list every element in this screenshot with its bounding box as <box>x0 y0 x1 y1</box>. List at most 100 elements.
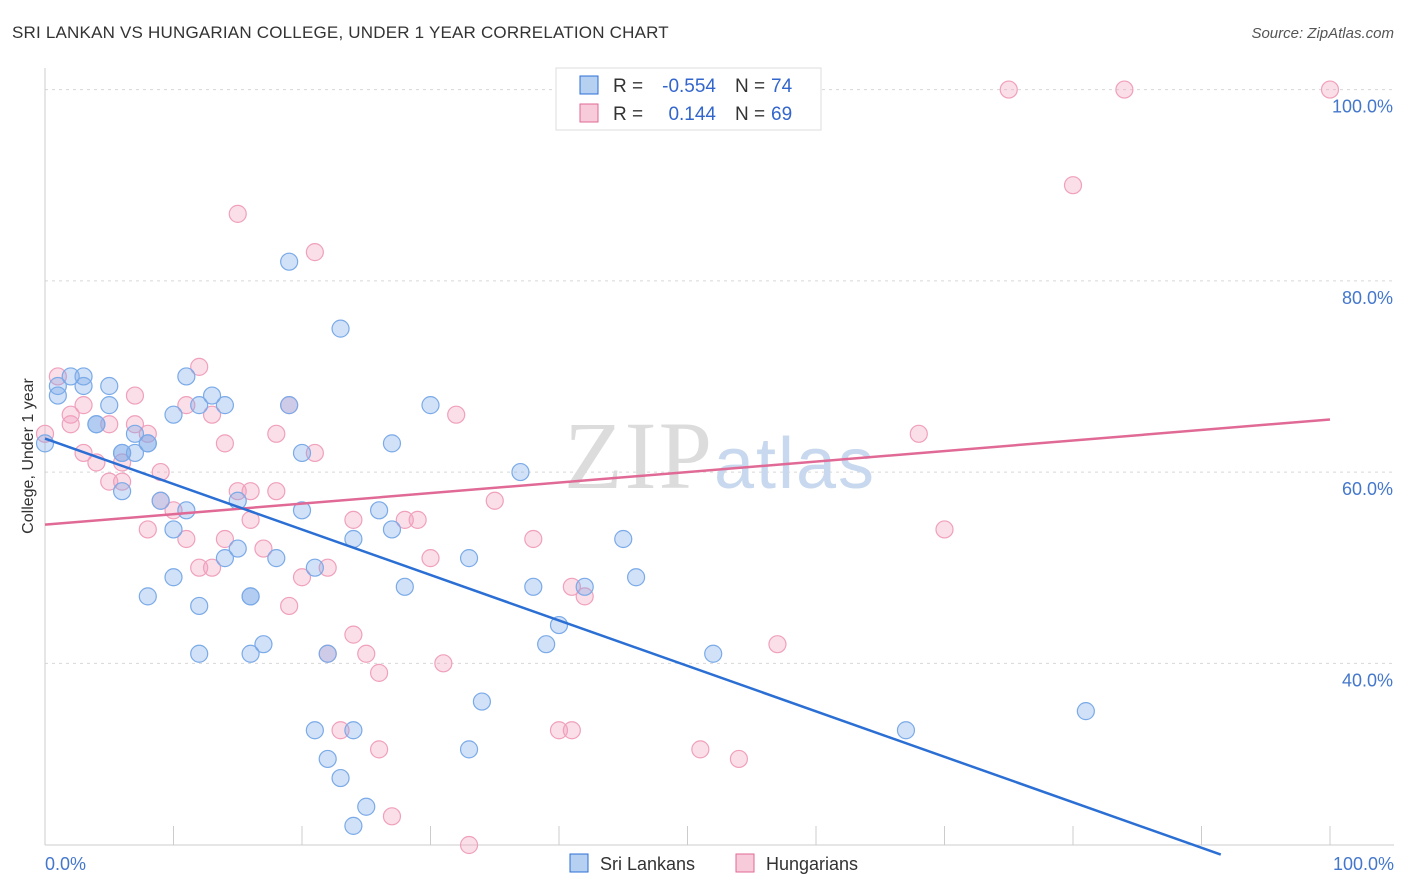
sri-lankans-point-26 <box>190 396 209 415</box>
legend-r-label-hungarians: R = <box>613 104 643 125</box>
y-axis-label: College, Under 1 year <box>20 378 37 534</box>
hungarians-point-62 <box>909 424 928 443</box>
sri-lankans-trend-line <box>44 437 1222 856</box>
x-axis-ticks <box>44 826 1331 845</box>
sri-lankans-point-58 <box>472 692 491 711</box>
hungarians-point-14 <box>138 520 157 539</box>
sri-lankans-point-51 <box>370 501 389 520</box>
legend-r-value-sri-lankans: -0.554 <box>662 76 716 97</box>
hungarians-point-51 <box>447 405 466 424</box>
sri-lankans-point-22 <box>177 501 196 520</box>
legend-frame <box>555 67 822 131</box>
hungarians-point-38 <box>318 558 337 577</box>
hungarians-trend-line <box>44 418 1331 526</box>
sri-lankans-point-2 <box>48 376 67 396</box>
hungarians-point-27 <box>228 204 247 223</box>
hungarians-point-40 <box>331 721 350 740</box>
hungarians-point-43 <box>357 644 376 663</box>
sri-lankans-point-33 <box>241 644 260 663</box>
hungarians-point-3 <box>61 415 80 434</box>
sri-lankans-point-35 <box>254 635 273 654</box>
x-tick-label-right: 100.0% <box>1333 854 1394 874</box>
watermark-text: ZIPatlas <box>564 402 876 509</box>
sri-lankans-point-40 <box>292 501 312 520</box>
sri-lankans-point-0 <box>35 434 55 453</box>
hungarians-point-61 <box>768 635 787 654</box>
legend-r-label-sri-lankans: R = <box>613 76 643 97</box>
sri-lankans-point-57 <box>459 740 479 759</box>
hungarians-point-57 <box>562 577 581 596</box>
hungarians-point-41 <box>344 625 363 644</box>
legend-n-label-hungarians: N = <box>735 104 765 125</box>
watermark: ZIPatlas <box>564 402 876 509</box>
hungarians-point-7 <box>100 415 119 434</box>
y-tick-label-0: 100.0% <box>1332 97 1393 117</box>
hungarians-point-50 <box>434 654 453 673</box>
hungarians-point-36 <box>305 243 324 262</box>
sri-lankans-point-39 <box>292 443 312 463</box>
sri-lankans-point-37 <box>280 252 299 271</box>
hungarians-point-63 <box>935 520 954 539</box>
sri-lankans-point-18 <box>151 491 170 510</box>
sri-lankans-point-42 <box>305 721 324 740</box>
legend-swatch-sri-lankans <box>579 75 599 95</box>
legend-n-value-hungarians: 69 <box>771 104 792 125</box>
sri-lankans-point-55 <box>421 396 440 415</box>
hungarians-point-55 <box>549 721 569 740</box>
sri-lankans-point-17 <box>138 587 157 606</box>
hungarians-point-44 <box>370 740 389 759</box>
hungarians-point-24 <box>215 529 234 549</box>
sri-lankans-point-1 <box>48 386 67 405</box>
hungarians-point-46 <box>382 807 402 826</box>
sri-lankans-point-12 <box>112 482 132 501</box>
hungarians-point-25 <box>215 434 234 453</box>
sri-lankans-point-13 <box>125 443 145 463</box>
hungarians-point-4 <box>74 396 93 415</box>
sri-lankans-point-67 <box>896 721 916 740</box>
sri-lankans-point-56 <box>459 549 479 568</box>
sri-lankans-point-54 <box>395 577 414 596</box>
legend-box: R = -0.554 N = 74 R = 0.144 N = 69 <box>555 67 822 131</box>
hungarians-point-54 <box>524 529 543 549</box>
hungarians-point-48 <box>408 510 427 529</box>
hungarians-point-37 <box>305 443 324 463</box>
sri-lankans-point-24 <box>190 596 209 616</box>
x-tick-label-left: 0.0% <box>45 854 86 874</box>
y-tick-label-3: 40.0% <box>1342 670 1393 690</box>
hungarians-point-13 <box>138 424 157 443</box>
sri-lankans-points <box>35 252 1095 835</box>
hungarians-point-53 <box>485 491 504 510</box>
hungarians-point-58 <box>575 587 594 606</box>
hungarians-point-31 <box>267 424 286 443</box>
sri-lankans-point-21 <box>164 405 183 424</box>
sri-lankans-point-48 <box>344 721 363 740</box>
legend-n-value-sri-lankans: 74 <box>771 76 793 97</box>
hungarians-point-45 <box>370 663 389 682</box>
hungarians-point-47 <box>395 510 414 529</box>
y-tick-label-2: 60.0% <box>1342 479 1393 499</box>
hungarians-point-60 <box>729 749 749 769</box>
sri-lankans-point-52 <box>382 520 402 539</box>
legend-n-label-sri-lankans: N = <box>735 76 765 97</box>
sri-lankans-point-23 <box>177 367 196 386</box>
watermark-zip: ZIP <box>564 402 714 509</box>
hungarians-point-65 <box>1063 176 1083 195</box>
y-tick-label-1: 80.0% <box>1342 288 1393 308</box>
sri-lankans-point-60 <box>524 577 543 596</box>
sri-lankans-point-7 <box>87 415 106 434</box>
hungarians-point-67 <box>1320 80 1340 99</box>
sri-lankans-point-66 <box>704 644 723 663</box>
hungarians-point-21 <box>190 558 209 577</box>
hungarians-point-0 <box>35 424 55 443</box>
hungarians-point-19 <box>177 396 196 415</box>
sri-lankans-point-43 <box>318 644 337 663</box>
bottom-legend-label-hungarians: Hungarians <box>766 854 858 874</box>
sri-lankans-point-25 <box>190 644 209 663</box>
sri-lankans-point-64 <box>614 529 633 549</box>
sri-lankans-point-59 <box>511 462 530 482</box>
hungarians-point-30 <box>254 539 273 558</box>
hungarians-point-10 <box>112 472 132 491</box>
chart-source: Source: ZipAtlas.com <box>1251 25 1394 42</box>
sri-lankans-point-63 <box>575 577 594 596</box>
hungarians-point-26 <box>228 482 247 501</box>
